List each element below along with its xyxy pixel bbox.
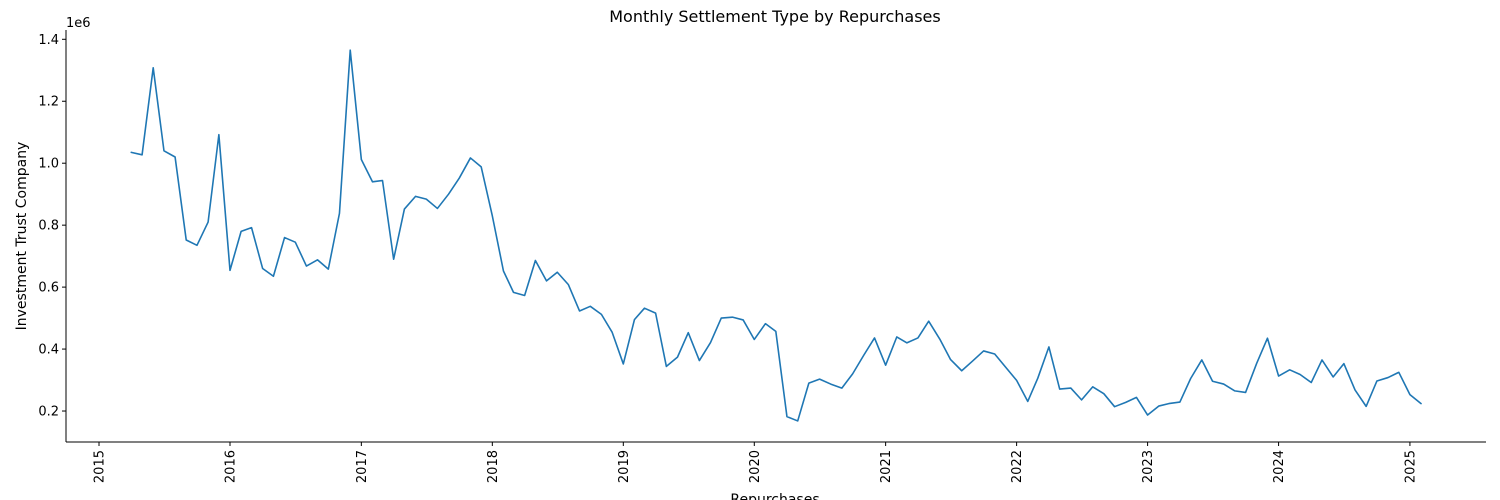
y-tick-label: 0.4 xyxy=(38,343,59,358)
x-tick-label: 2024 xyxy=(1272,450,1287,483)
x-tick-label: 2015 xyxy=(93,450,108,483)
y-tick-label: 1.4 xyxy=(38,33,59,48)
y-axis-label: Investment Trust Company xyxy=(14,142,30,331)
y-offset-text: 1e6 xyxy=(66,16,91,31)
y-tick-label: 1.2 xyxy=(38,95,59,110)
x-axis: 2015 2016 2017 2018 2019 2020 2021 2022 2023 2024… xyxy=(66,441,1486,483)
x-tick-label: 2023 xyxy=(1141,450,1156,483)
y-tick-label: 0.8 xyxy=(38,219,59,234)
y-tick-label: 0.2 xyxy=(38,405,59,420)
x-tick-label: 2021 xyxy=(879,450,894,483)
y-tick-label: 1.0 xyxy=(38,157,59,172)
chart-title: Monthly Settlement Type by Repurchases xyxy=(609,7,940,26)
series-line-0 xyxy=(130,49,1422,422)
x-tick-label: 2016 xyxy=(223,450,238,483)
x-tick-label: 2017 xyxy=(355,450,370,483)
x-tick-label: 2018 xyxy=(486,450,501,483)
x-tick-label: 2020 xyxy=(748,450,763,483)
y-tick-label: 0.6 xyxy=(38,281,59,296)
x-axis-label: Repurchases xyxy=(730,492,819,500)
x-tick-label: 2019 xyxy=(617,450,632,483)
plot-area xyxy=(130,49,1422,422)
x-tick-label: 2025 xyxy=(1403,450,1418,483)
y-axis: 0.2 0.4 0.6 0.8 1.0 1.2 1.4 xyxy=(38,30,67,442)
x-tick-label: 2022 xyxy=(1010,450,1025,483)
